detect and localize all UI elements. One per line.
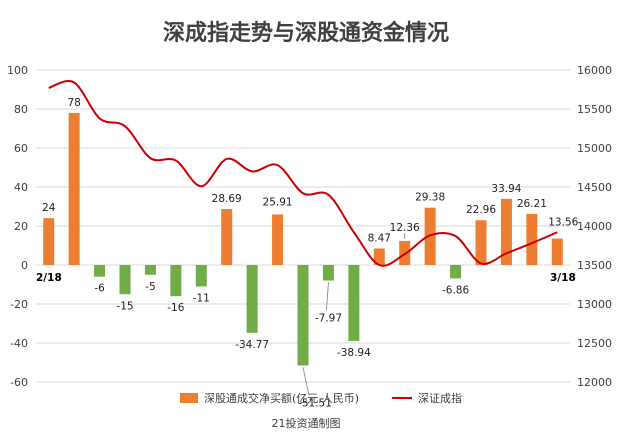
bar <box>170 265 182 297</box>
left-tick-label: 40 <box>14 181 28 194</box>
data-label: -7.97 <box>315 313 342 325</box>
bar <box>450 265 462 279</box>
legend: 深股通成交净买额(亿元,人民币) 深证成指 <box>180 391 462 405</box>
bar <box>68 112 80 266</box>
data-label: 78 <box>67 97 80 109</box>
left-tick-label: 20 <box>14 220 28 233</box>
right-tick-label: 13500 <box>577 259 612 272</box>
bar <box>551 238 563 265</box>
bar <box>297 265 309 366</box>
bar <box>43 218 55 265</box>
bar <box>322 265 334 281</box>
right-tick-label: 12000 <box>577 376 612 389</box>
right-tick-label: 16000 <box>577 64 612 77</box>
data-label: -15 <box>116 300 133 312</box>
legend-label-bars: 深股通成交净买额(亿元,人民币) <box>204 391 359 405</box>
left-tick-label: 80 <box>14 103 28 116</box>
bar <box>272 214 284 265</box>
first-date-label: 2/18 <box>36 272 62 284</box>
bar <box>348 265 360 341</box>
data-label: 28.69 <box>212 193 242 205</box>
legend-swatch-bars <box>180 393 198 403</box>
chart-title: 深成指走势与深股通资金情况 <box>163 20 449 46</box>
bar <box>500 198 512 265</box>
data-label: -51.51 <box>298 397 332 409</box>
data-label: -38.94 <box>337 347 371 359</box>
data-label: -34.77 <box>235 339 269 351</box>
bar <box>221 209 233 265</box>
data-label: -11 <box>193 292 210 304</box>
left-tick-label: 0 <box>21 259 28 272</box>
data-label: 8.47 <box>368 232 391 244</box>
left-tick-label: 60 <box>14 142 28 155</box>
left-tick-label: 100 <box>7 64 28 77</box>
index-line <box>48 80 558 267</box>
right-tick-label: 14000 <box>577 220 612 233</box>
bar <box>526 213 538 265</box>
data-label: -6 <box>94 283 105 295</box>
left-tick-label: -40 <box>10 337 28 350</box>
data-label: 26.21 <box>517 198 547 210</box>
bar-series <box>43 112 563 366</box>
left-axis-ticks: 100 80 60 40 20 0 -20 -40 -60 <box>7 64 28 389</box>
bar <box>373 248 385 265</box>
right-tick-label: 15000 <box>577 142 612 155</box>
last-date-label: 3/18 <box>550 272 576 284</box>
right-tick-label: 14500 <box>577 181 612 194</box>
bar <box>144 265 156 275</box>
bar <box>246 265 258 333</box>
data-label: 12.36 <box>390 222 420 234</box>
bar <box>475 220 487 265</box>
left-tick-label: -60 <box>10 376 28 389</box>
data-label: -5 <box>145 281 155 293</box>
leader-line <box>326 282 329 311</box>
right-axis-ticks: 16000 15500 15000 14500 14000 13500 13000 12500… <box>577 64 612 389</box>
bar <box>94 265 106 277</box>
source-note: 21投资通制图 <box>272 416 341 430</box>
right-tick-label: 13000 <box>577 298 612 311</box>
bar <box>195 265 207 287</box>
data-label: 29.38 <box>415 192 445 204</box>
label-leader-lines <box>302 232 406 396</box>
right-tick-label: 12500 <box>577 337 612 350</box>
left-tick-label: -20 <box>10 298 28 311</box>
bar <box>119 265 131 295</box>
data-label: 24 <box>42 202 56 214</box>
data-label: 33.94 <box>491 183 521 195</box>
legend-label-line: 深证成指 <box>418 391 462 405</box>
data-label: 25.91 <box>263 196 293 208</box>
data-label: 13.56 <box>548 217 578 229</box>
right-tick-label: 15500 <box>577 103 612 116</box>
data-labels: 24 78 -6 -15 -5 -16 -11 28.69 -34.77 25.91 -51.51 -… <box>42 97 579 410</box>
data-label: -6.86 <box>442 284 469 296</box>
leader-line <box>302 367 310 396</box>
data-label: 22.96 <box>466 204 496 216</box>
data-label: -16 <box>167 302 184 314</box>
